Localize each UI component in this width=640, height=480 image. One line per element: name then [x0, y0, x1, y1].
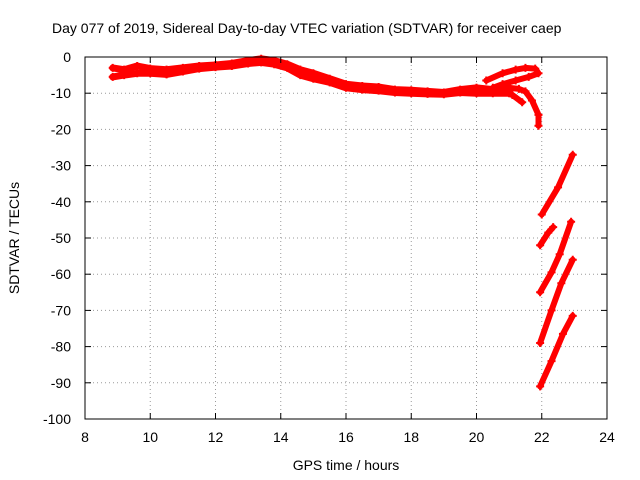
data-point	[536, 382, 545, 391]
data-point	[554, 183, 563, 192]
data-point	[178, 67, 187, 76]
y-tick-label: -30	[51, 158, 71, 174]
y-tick-label: -20	[51, 121, 71, 137]
data-point	[390, 88, 399, 97]
y-tick-label: -10	[51, 85, 71, 101]
data-point	[498, 80, 507, 89]
x-tick-label: 8	[81, 429, 89, 445]
y-tick-label: -40	[51, 194, 71, 210]
data-point	[518, 98, 527, 107]
x-tick-label: 16	[338, 429, 354, 445]
data-point	[536, 338, 545, 347]
data-point	[456, 88, 465, 97]
series-group	[108, 54, 577, 391]
data-point	[511, 65, 520, 74]
data-point	[439, 90, 448, 99]
x-tick-label: 12	[208, 429, 224, 445]
data-point	[283, 63, 292, 72]
data-point	[133, 69, 142, 78]
data-point	[557, 279, 566, 288]
x-tick-label: 14	[273, 429, 289, 445]
y-tick-label: -80	[51, 339, 71, 355]
data-point	[498, 69, 507, 78]
tick-group	[84, 56, 608, 420]
data-point	[511, 76, 520, 85]
data-point	[423, 89, 432, 98]
data-point	[342, 83, 350, 92]
y-axis-label: SDTVAR / TECUs	[6, 182, 22, 294]
data-point	[544, 228, 553, 237]
x-tick-label: 20	[469, 429, 485, 445]
data-point	[536, 241, 545, 250]
chart-title: Day 077 of 2019, Sidereal Day-to-day VTE…	[52, 20, 562, 36]
y-tick-label: 0	[63, 49, 71, 65]
data-point	[244, 59, 253, 68]
data-point	[514, 84, 523, 93]
x-tick-label: 10	[142, 429, 158, 445]
data-point	[120, 71, 129, 80]
grid	[85, 57, 607, 419]
data-point	[508, 91, 517, 100]
data-point	[488, 83, 497, 92]
data-point	[558, 329, 567, 338]
x-axis-label: GPS time / hours	[293, 457, 400, 473]
series-seg-5	[537, 312, 576, 390]
series-seg-4	[537, 256, 576, 346]
y-tick-label: -50	[51, 230, 71, 246]
data-point	[568, 150, 577, 159]
data-point	[547, 268, 556, 277]
data-point	[527, 96, 536, 105]
data-point	[146, 69, 155, 78]
data-point	[309, 74, 318, 83]
data-point	[536, 288, 545, 297]
data-point	[133, 62, 142, 71]
y-tick-label: -100	[43, 411, 71, 427]
data-point	[498, 87, 507, 96]
data-point	[482, 76, 491, 85]
x-tick-label: 22	[534, 429, 550, 445]
series-loop-upper	[483, 64, 542, 91]
y-tick-label: -90	[51, 375, 71, 391]
data-point	[534, 110, 543, 119]
x-tick-label: 18	[403, 429, 419, 445]
series-seg-3	[537, 218, 575, 296]
data-point	[568, 255, 577, 264]
data-point	[521, 87, 530, 96]
data-point	[537, 210, 546, 219]
y-tick-label: -60	[51, 266, 71, 282]
x-tick-label: 24	[599, 429, 615, 445]
data-point	[195, 64, 204, 73]
data-point	[521, 63, 530, 72]
y-tick-label: -70	[51, 302, 71, 318]
data-point	[374, 86, 383, 95]
y-tick-labels: 0 -10 -20 -30 -40 -50 -60 -70 -80 -90 -100	[43, 49, 71, 427]
data-point	[296, 71, 305, 80]
data-point	[108, 72, 117, 81]
data-point	[549, 223, 558, 232]
data-point	[505, 83, 514, 92]
data-point	[270, 60, 279, 69]
data-point	[568, 311, 577, 320]
data-point	[257, 58, 266, 67]
data-point	[358, 85, 367, 94]
data-point	[547, 357, 556, 366]
data-point	[534, 69, 543, 78]
data-point	[524, 72, 533, 81]
data-point	[555, 250, 564, 259]
data-point	[547, 306, 556, 315]
data-point	[407, 89, 416, 98]
data-point	[325, 78, 334, 87]
data-point	[531, 64, 540, 73]
data-point	[472, 89, 481, 98]
x-tick-labels: 8 10 12 14 16 18 20 22 24	[81, 429, 615, 445]
data-point	[108, 63, 117, 72]
data-point	[534, 121, 543, 130]
data-point	[211, 63, 220, 72]
data-point	[567, 217, 576, 226]
data-point	[227, 62, 236, 71]
data-point	[162, 70, 171, 79]
